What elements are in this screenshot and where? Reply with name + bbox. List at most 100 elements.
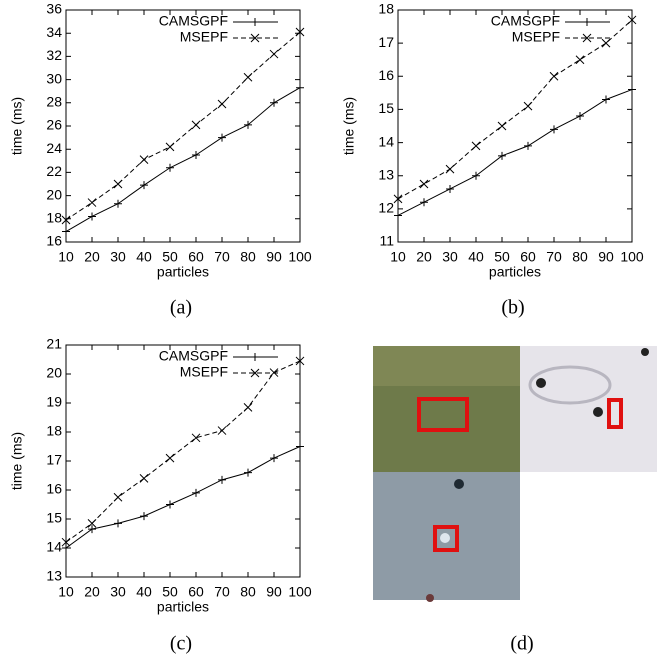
y-tick-label: 20 — [46, 365, 62, 381]
y-tick-label: 22 — [46, 163, 62, 179]
tracking-box — [417, 397, 469, 432]
series-line — [65, 31, 301, 221]
x-axis-label: particles — [157, 264, 209, 280]
photo-ice — [520, 346, 657, 472]
series-line — [65, 87, 301, 232]
y-tick-label: 24 — [46, 140, 62, 156]
data-point — [192, 151, 200, 159]
y-tick-label: 18 — [46, 210, 62, 226]
data-point — [217, 426, 227, 435]
data-point — [217, 99, 227, 109]
x-tick-label: 20 — [84, 249, 100, 265]
data-point — [549, 71, 559, 81]
data-point — [114, 519, 122, 528]
y-tick-label: 15 — [46, 510, 62, 526]
legend-label: MSEPF — [180, 364, 228, 380]
legend-label: CAMSGPF — [159, 13, 228, 29]
player — [593, 407, 603, 417]
data-point — [191, 433, 201, 443]
y-tick-label: 32 — [46, 47, 62, 63]
data-point — [165, 453, 175, 463]
legend-marker — [251, 18, 259, 26]
photo-field-top — [373, 346, 520, 386]
data-point — [296, 442, 304, 451]
data-point — [602, 95, 610, 104]
data-point — [61, 215, 71, 225]
x-tick-label: 80 — [240, 584, 256, 600]
data-point — [270, 98, 278, 107]
legend-marker — [250, 368, 260, 378]
x-tick-label: 40 — [136, 584, 152, 600]
y-tick-label: 15 — [378, 100, 394, 116]
y-tick-label: 28 — [46, 94, 62, 110]
data-point — [550, 125, 558, 134]
data-point — [446, 184, 454, 193]
x-tick-label: 40 — [468, 249, 484, 265]
x-tick-label: 80 — [240, 249, 256, 265]
data-point — [627, 15, 637, 25]
y-tick-label: 17 — [46, 452, 62, 468]
object — [440, 533, 450, 543]
data-point — [191, 120, 201, 130]
data-point — [445, 164, 455, 174]
data-point — [61, 537, 71, 547]
data-point — [243, 402, 253, 412]
data-point — [244, 120, 252, 129]
data-point — [420, 198, 428, 207]
legend-label: MSEPF — [180, 29, 228, 45]
data-point — [139, 474, 149, 483]
y-tick-label: 20 — [46, 186, 62, 202]
x-tick-label: 20 — [416, 249, 432, 265]
legend-label: CAMSGPF — [491, 13, 560, 29]
data-point — [295, 356, 305, 366]
y-tick-label: 17 — [378, 34, 394, 50]
data-point — [393, 194, 403, 204]
series-line — [65, 360, 301, 543]
x-tick-label: 100 — [288, 249, 312, 265]
x-tick-label: 70 — [214, 249, 230, 265]
data-point — [139, 155, 149, 164]
data-point — [244, 468, 252, 477]
x-tick-label: 100 — [288, 584, 312, 600]
data-point — [165, 142, 175, 152]
data-point — [166, 500, 174, 509]
caption: (c) — [170, 633, 192, 655]
data-point — [601, 38, 611, 48]
x-tick-label: 60 — [188, 249, 204, 265]
y-tick-label: 11 — [379, 233, 394, 249]
chart: 16 18 20 22 24 26 28 30 32 34 36 10 20 30 40 50 60 70 80 90… — [9, 1, 312, 319]
data-point — [497, 121, 507, 131]
x-tick-label: 30 — [442, 249, 458, 265]
tracking-box — [607, 398, 623, 429]
data-point — [576, 112, 584, 121]
data-point — [296, 83, 304, 92]
y-tick-label: 16 — [378, 67, 394, 83]
y-tick-label: 21 — [46, 336, 62, 352]
data-point — [243, 72, 253, 82]
data-point — [269, 49, 279, 59]
x-tick-label: 80 — [572, 249, 588, 265]
x-tick-label: 70 — [214, 584, 230, 600]
chart: 11 12 13 14 15 16 17 18 10 20 30 40 50 60 70 80 90 100 par… — [341, 1, 644, 319]
y-tick-label: 16 — [46, 481, 62, 497]
y-tick-label: 14 — [378, 133, 394, 149]
y-tick-label: 30 — [46, 70, 62, 86]
data-point — [628, 85, 636, 94]
x-tick-label: 10 — [58, 249, 74, 265]
data-point — [192, 488, 200, 497]
caption: (a) — [170, 297, 192, 319]
object — [426, 594, 434, 602]
ice-marking — [528, 365, 612, 405]
y-axis-label: time (ms) — [341, 97, 357, 155]
legend-marker — [583, 18, 591, 26]
series-line — [397, 19, 633, 200]
data-point — [523, 101, 533, 111]
x-tick-label: 90 — [266, 249, 282, 265]
chart: 13 14 15 16 17 18 19 20 21 10 20 30 40 50 60 70 80 90 100 p… — [9, 336, 312, 655]
y-tick-label: 26 — [46, 117, 62, 133]
legend-label: MSEPF — [512, 29, 560, 45]
data-point — [575, 55, 585, 65]
y-tick-label: 19 — [46, 394, 62, 410]
photo-panel: (d) — [373, 346, 657, 655]
